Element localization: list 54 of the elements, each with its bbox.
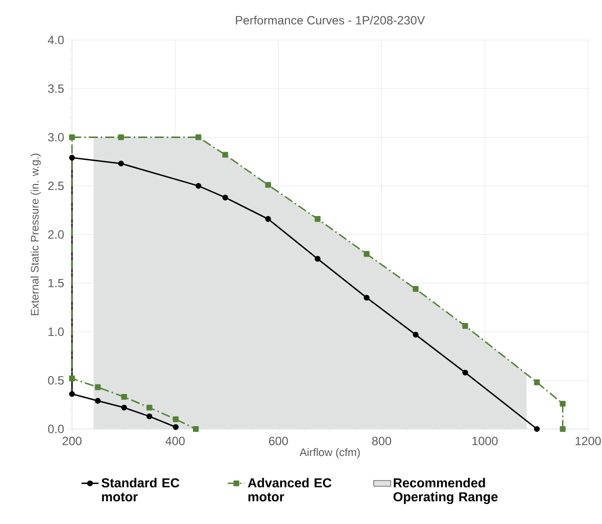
x-tick-label: 800 (372, 436, 392, 446)
y-tick-label: 2.5 (48, 182, 64, 190)
point (314, 216, 321, 222)
point (94, 384, 101, 390)
x-tick-label: 400 (166, 436, 185, 446)
y-tick-label: 0.5 (48, 376, 64, 385)
point (69, 134, 75, 140)
point (146, 413, 152, 420)
y-tick-label: 2.0 (48, 230, 64, 239)
y-tick-label: 1.5 (48, 278, 64, 288)
x-tick-label: 1200 (576, 436, 601, 446)
legend-label: Recommended Operating Range (394, 478, 498, 504)
point (69, 391, 75, 397)
y-tick-label: 0.0 (48, 424, 64, 434)
x-tick-label: 1000 (472, 436, 498, 446)
point (462, 370, 468, 376)
point (560, 400, 566, 407)
chart-title: Performance Curves - 1P/208-230V (236, 16, 425, 24)
point (364, 294, 370, 301)
y-tick-label: 3.5 (48, 84, 64, 93)
point (192, 426, 199, 432)
point (69, 154, 75, 161)
point (222, 152, 228, 158)
legend-label: Advanced EC motor (248, 478, 332, 502)
point (94, 398, 101, 404)
point (118, 160, 124, 166)
x-tick-label: 600 (269, 436, 288, 446)
point (121, 394, 128, 400)
point (121, 404, 128, 411)
point (196, 134, 202, 140)
legend-label: Standard EC motor (102, 478, 180, 502)
point (118, 134, 124, 140)
y-axis-title: External Static Pressure (in. w.g.) (30, 154, 41, 316)
point (534, 379, 540, 386)
point (172, 416, 179, 422)
y-tick-label: 1.0 (48, 328, 64, 336)
point (265, 182, 271, 188)
y-tick-label: 4.0 (48, 36, 64, 44)
point (146, 404, 152, 411)
point (412, 332, 419, 338)
point (314, 256, 321, 262)
x-axis-title: Airflow (cfm) (300, 448, 360, 458)
point (364, 251, 370, 257)
point (560, 426, 566, 432)
x-tick-label: 200 (62, 436, 82, 446)
point (265, 216, 271, 222)
point (172, 424, 179, 430)
point (462, 323, 468, 329)
point (222, 194, 228, 200)
point (534, 426, 540, 432)
point (412, 286, 419, 292)
point (196, 182, 202, 189)
y-tick-label: 3.0 (48, 133, 64, 142)
point (69, 376, 75, 382)
